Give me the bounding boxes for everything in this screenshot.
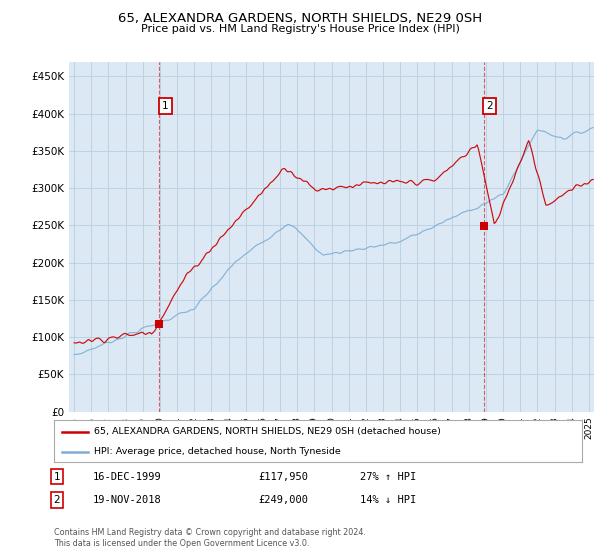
Text: 16-DEC-1999: 16-DEC-1999 [93,472,162,482]
Text: 27% ↑ HPI: 27% ↑ HPI [360,472,416,482]
Text: 14% ↓ HPI: 14% ↓ HPI [360,495,416,505]
Text: 19-NOV-2018: 19-NOV-2018 [93,495,162,505]
Text: 65, ALEXANDRA GARDENS, NORTH SHIELDS, NE29 0SH: 65, ALEXANDRA GARDENS, NORTH SHIELDS, NE… [118,12,482,25]
Text: £117,950: £117,950 [258,472,308,482]
Text: 2: 2 [487,101,493,111]
Text: 1: 1 [53,472,61,482]
Text: Contains HM Land Registry data © Crown copyright and database right 2024.
This d: Contains HM Land Registry data © Crown c… [54,528,366,548]
Text: £249,000: £249,000 [258,495,308,505]
Text: HPI: Average price, detached house, North Tyneside: HPI: Average price, detached house, Nort… [94,447,340,456]
Text: 2: 2 [53,495,61,505]
Text: Price paid vs. HM Land Registry's House Price Index (HPI): Price paid vs. HM Land Registry's House … [140,24,460,34]
Text: 65, ALEXANDRA GARDENS, NORTH SHIELDS, NE29 0SH (detached house): 65, ALEXANDRA GARDENS, NORTH SHIELDS, NE… [94,427,440,436]
Text: 1: 1 [162,101,169,111]
